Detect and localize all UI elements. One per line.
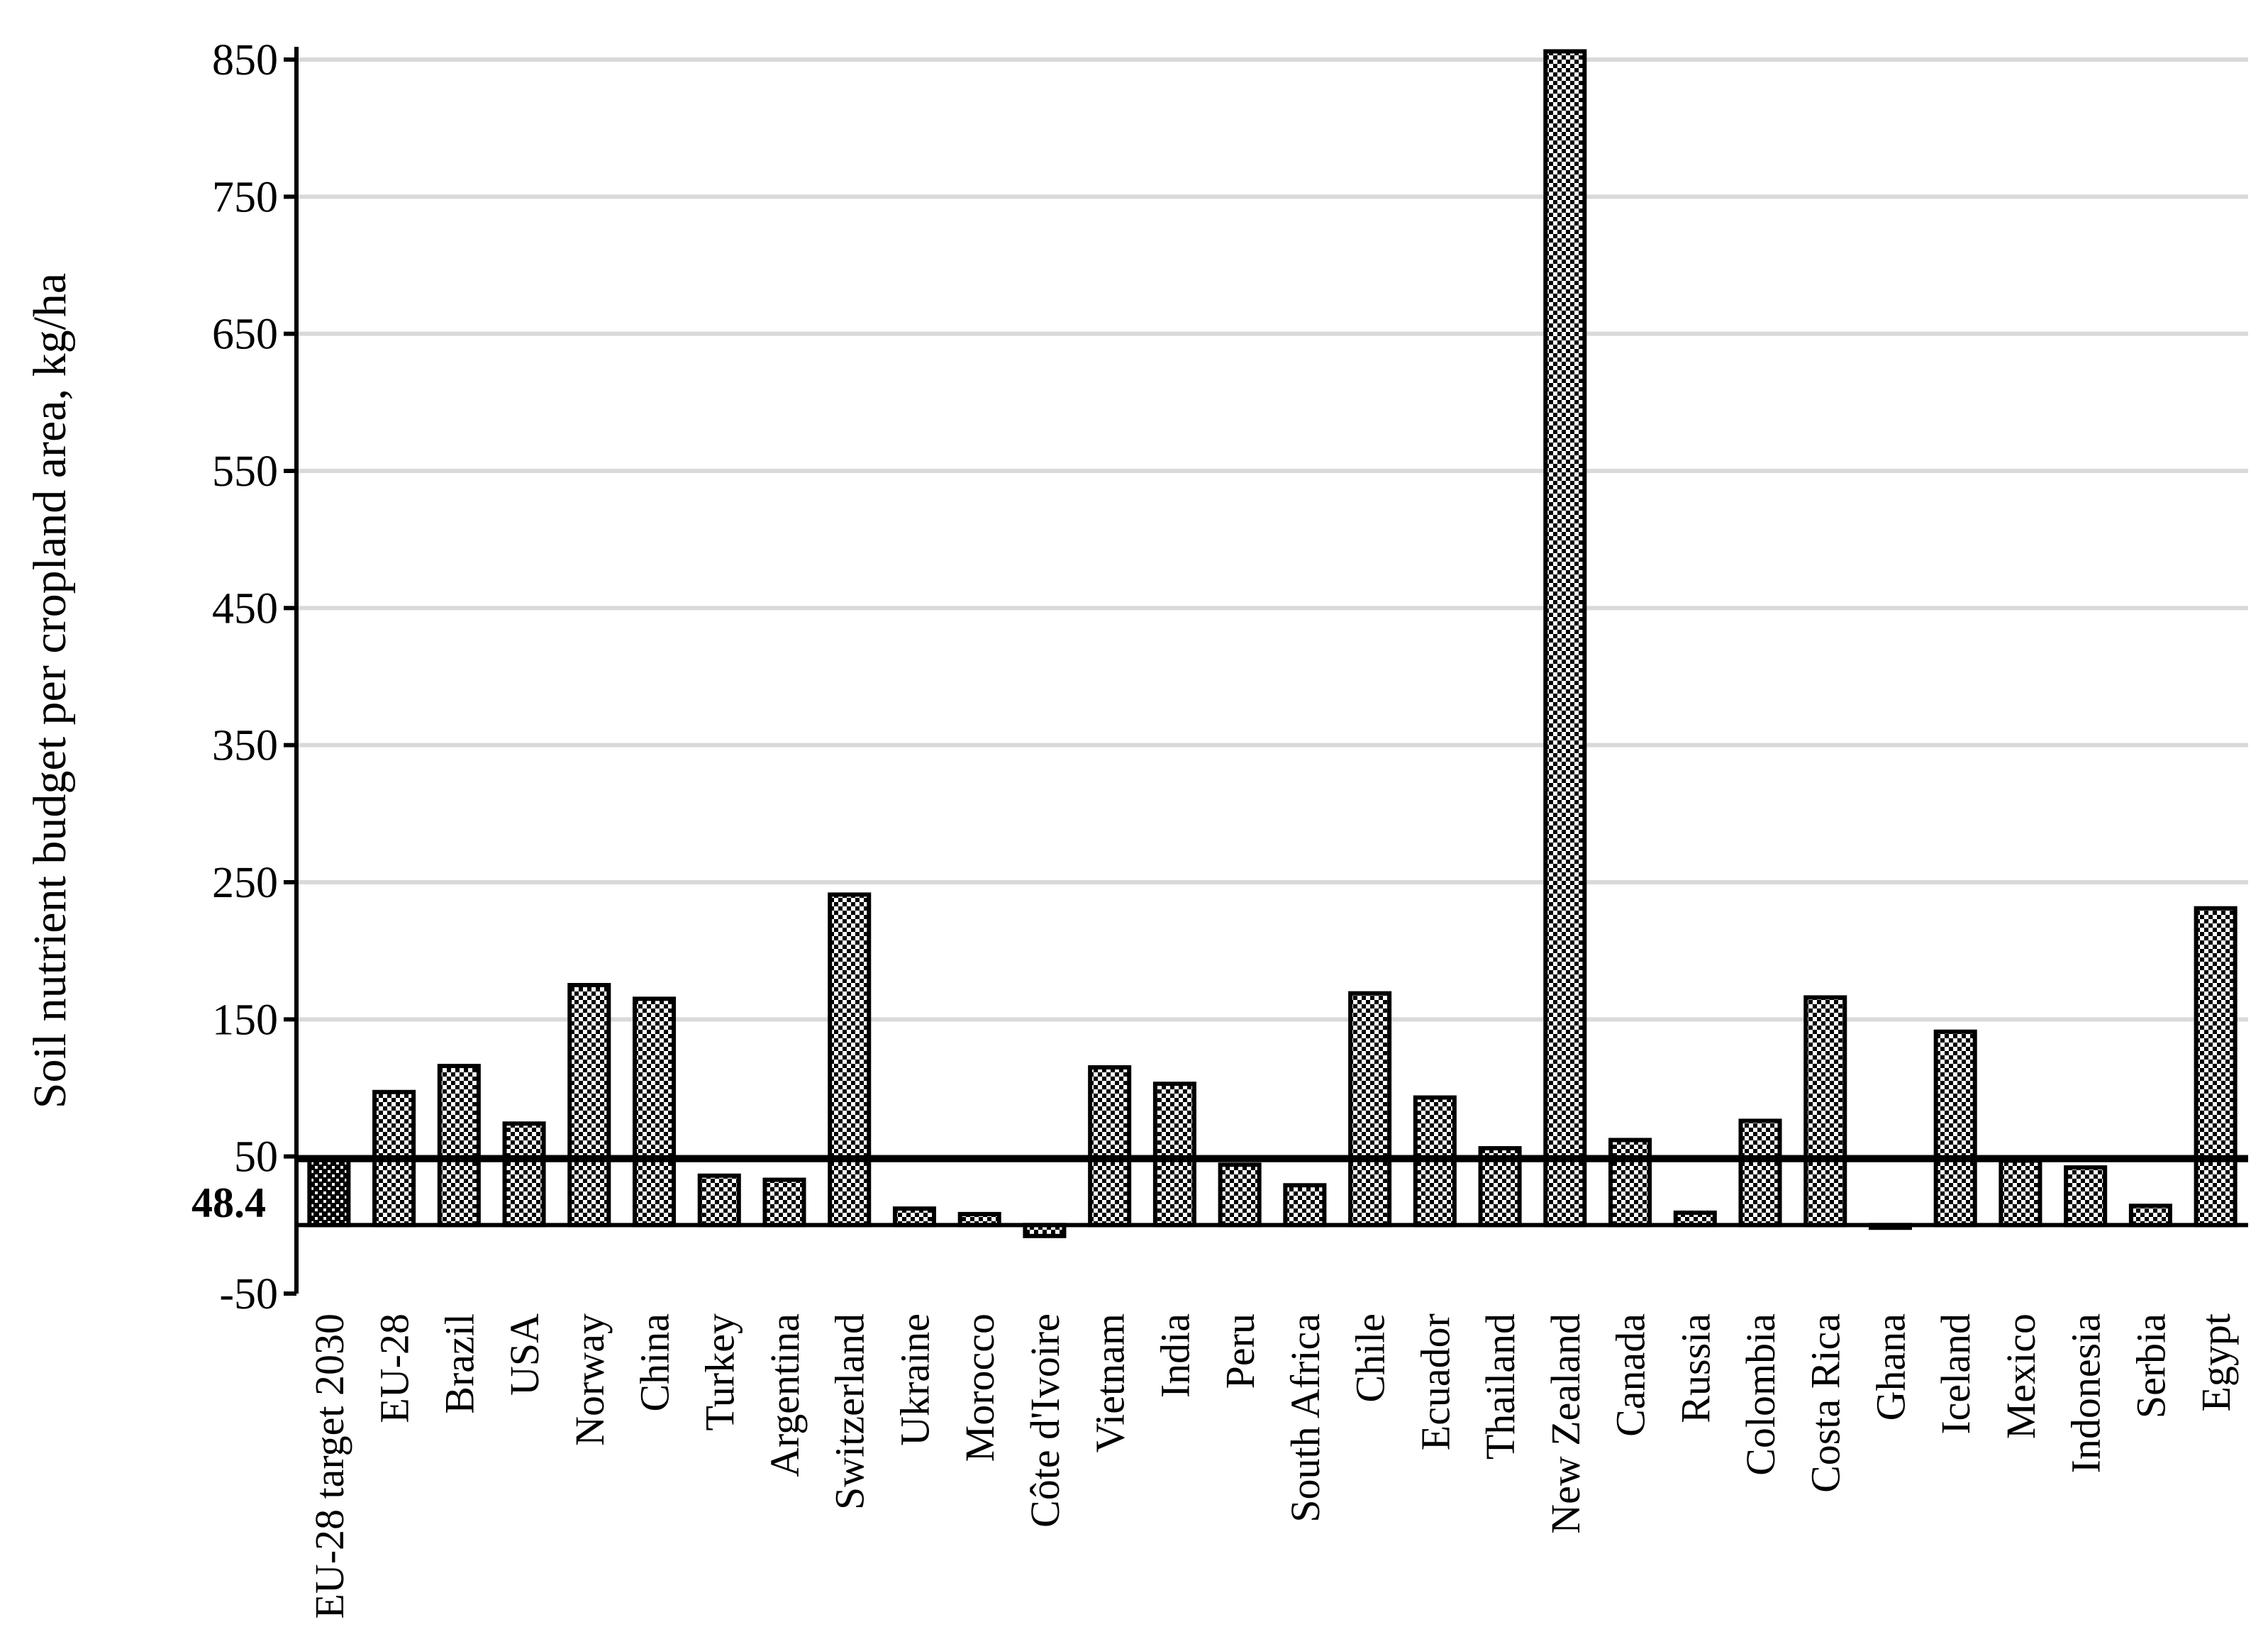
- y-tick-label: 250: [212, 859, 278, 907]
- x-category-label: Vietnam: [1087, 1313, 1133, 1452]
- bar: [1933, 1029, 1977, 1228]
- x-category-label: Chile: [1347, 1313, 1394, 1403]
- x-category-label: Russia: [1672, 1313, 1718, 1423]
- bar: [437, 1064, 481, 1228]
- x-category-label: Mexico: [1998, 1313, 2044, 1439]
- x-category-label: Argentina: [762, 1313, 808, 1477]
- x-category-label: Côte d'Ivoire: [1022, 1313, 1068, 1528]
- y-tick-label: 350: [212, 722, 278, 770]
- y-tick-label: 550: [212, 448, 278, 496]
- bar: [1283, 1183, 1327, 1228]
- y-tick-labels: -50 50 150 250 350 450 550 650 750 850: [212, 36, 278, 1318]
- x-category-label: Iceland: [1933, 1313, 1979, 1435]
- y-tick-label: 650: [212, 311, 278, 359]
- y-tick-label: 150: [212, 996, 278, 1044]
- bar: [2194, 906, 2238, 1228]
- x-category-label: Turkey: [696, 1313, 743, 1430]
- x-category-label: Indonesia: [2063, 1313, 2109, 1474]
- bar: [762, 1177, 806, 1228]
- x-category-label: Ghana: [1867, 1313, 1913, 1421]
- x-category-label: Colombia: [1738, 1313, 1784, 1476]
- x-category-label: USA: [501, 1313, 547, 1396]
- x-category-label: New Zealand: [1542, 1313, 1589, 1534]
- x-category-labels: EU-28 target 2030 EU-28 Brazil USA Norway Chi…: [306, 1313, 2239, 1619]
- x-category-label: EU-28 target 2030: [306, 1313, 352, 1619]
- bar: [1543, 49, 1587, 1228]
- reference-line-label: 48.4: [191, 1179, 266, 1226]
- x-category-label: India: [1152, 1313, 1198, 1398]
- y-tick-label: 750: [212, 173, 278, 221]
- bar: [2064, 1165, 2108, 1228]
- bar: [1348, 991, 1392, 1228]
- bar: [1152, 1082, 1196, 1228]
- y-tick-label: 450: [212, 584, 278, 633]
- x-category-label: Switzerland: [827, 1313, 873, 1510]
- x-category-label: Ecuador: [1412, 1313, 1458, 1450]
- bar: [1803, 995, 1847, 1228]
- bar: [502, 1121, 546, 1228]
- x-category-label: EU-28: [372, 1313, 418, 1423]
- y-tick-label: -50: [219, 1270, 278, 1318]
- x-category-label: Brazil: [436, 1313, 482, 1414]
- x-category-label: Canada: [1608, 1313, 1654, 1437]
- x-category-label: China: [632, 1313, 678, 1412]
- bar: [1738, 1118, 1782, 1228]
- bar: [1218, 1162, 1262, 1228]
- x-category-label: Thailand: [1477, 1313, 1523, 1460]
- bar: [1999, 1158, 2042, 1228]
- bar: [2128, 1204, 2172, 1228]
- bars: [307, 49, 2238, 1238]
- y-tick-label: 850: [212, 36, 278, 84]
- bar: [567, 983, 611, 1228]
- axes: [284, 47, 2248, 1296]
- bar: [828, 892, 872, 1228]
- bar: [307, 1156, 351, 1228]
- gridlines: [296, 57, 2248, 1159]
- bar: [892, 1206, 936, 1228]
- x-category-label: South Africa: [1282, 1313, 1328, 1523]
- x-category-label: Egypt: [2193, 1313, 2239, 1412]
- reference-line-group: 48.4: [191, 1155, 2248, 1226]
- x-category-label: Peru: [1217, 1313, 1263, 1389]
- y-tick-label: 50: [234, 1133, 278, 1182]
- bar: [697, 1173, 741, 1228]
- bar: [1608, 1138, 1652, 1228]
- x-category-label: Norway: [567, 1313, 613, 1446]
- y-axis-title: Soil nutrient budget per cropland area, …: [24, 273, 76, 1108]
- x-category-label: Costa Rica: [1803, 1313, 1849, 1493]
- x-category-label: Morocco: [957, 1313, 1003, 1462]
- x-category-label: Serbia: [2128, 1313, 2174, 1418]
- bar: [1088, 1065, 1132, 1228]
- bar: [633, 996, 677, 1228]
- x-category-label: Ukraine: [891, 1313, 938, 1446]
